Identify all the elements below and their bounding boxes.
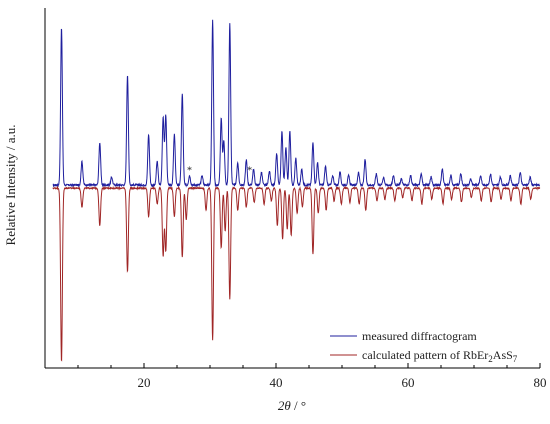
x-axis-title: 2θ / ° — [278, 398, 306, 413]
impurity-asterisk: * — [187, 166, 192, 177]
legend-label-measured: measured diffractogram — [362, 329, 477, 343]
x-tick-label: 20 — [138, 375, 151, 390]
measured-series-line — [52, 19, 541, 188]
impurity-asterisk: * — [247, 166, 252, 177]
calculated-series-line — [52, 185, 541, 362]
x-tick-label: 60 — [402, 375, 415, 390]
x-tick-label: 80 — [534, 375, 547, 390]
y-axis-title: Relative Intensity / a.u. — [3, 125, 18, 246]
legend: measured diffractogram calculated patter… — [330, 329, 518, 364]
x-tick-label: 40 — [270, 375, 283, 390]
legend-label-calculated: calculated pattern of RbEr2AsS7 — [362, 348, 518, 364]
